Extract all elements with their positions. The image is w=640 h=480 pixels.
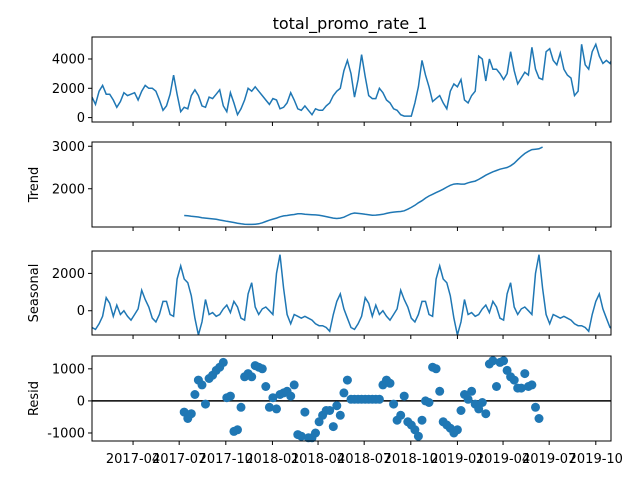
ytick-label-seasonal-0: 0 <box>77 304 85 319</box>
xtick-label-8: 2019-04 <box>476 452 530 467</box>
resid-point-55 <box>374 394 384 404</box>
resid-point-93 <box>509 375 519 385</box>
ytick-label-observed-0: 0 <box>77 111 85 126</box>
xtick-label-7: 2019-01 <box>430 452 484 467</box>
resid-point-16 <box>236 402 246 412</box>
resid-point-15 <box>233 425 242 435</box>
axes-frame-resid <box>91 355 612 442</box>
resid-point-66 <box>413 431 423 441</box>
resid-point-46 <box>342 375 352 385</box>
resid-point-67 <box>417 415 427 425</box>
resid-point-100 <box>534 414 544 423</box>
resid-point-34 <box>300 407 310 417</box>
resid-point-77 <box>452 425 462 435</box>
resid-point-41 <box>325 406 335 415</box>
resid-point-99 <box>531 402 540 412</box>
resid-point-43 <box>332 401 342 411</box>
xtick-label-5: 2018-07 <box>337 452 391 467</box>
xtick-label-0: 2017-04 <box>106 452 160 467</box>
ytick-label-resid-0: -1000 <box>47 426 85 441</box>
ytick-label-resid-2: 1000 <box>52 362 85 377</box>
resid-point-23 <box>261 382 271 391</box>
panel-resid: -100001000Resid2017-042017-072017-102018… <box>27 355 623 467</box>
ytick-label-observed-1: 2000 <box>52 82 85 97</box>
resid-point-37 <box>311 428 320 438</box>
resid-point-95 <box>516 383 526 393</box>
resid-point-88 <box>492 382 501 391</box>
resid-point-25 <box>268 393 278 403</box>
resid-point-22 <box>257 364 267 374</box>
axes-frame-seasonal <box>91 250 612 336</box>
ytick-label-observed-2: 4000 <box>52 52 85 67</box>
resid-point-33 <box>296 431 306 441</box>
resid-point-45 <box>339 388 349 398</box>
ytick-label-trend-1: 3000 <box>52 140 85 155</box>
axes-frame-observed <box>91 36 612 123</box>
panel-seasonal: 0 2000 Seasonal <box>27 250 612 339</box>
xtick-label-2: 2017-10 <box>199 452 253 467</box>
resid-point-84 <box>477 398 487 407</box>
resid-point-62 <box>399 391 409 401</box>
ylabel-seasonal: Seasonal <box>27 264 42 323</box>
ytick-label-seasonal-1: 2000 <box>52 267 85 282</box>
panel-trend: 2000 3000 Trend <box>27 140 612 231</box>
resid-point-11 <box>218 357 228 367</box>
resid-point-96 <box>520 369 530 379</box>
resid-point-80 <box>463 394 473 404</box>
resid-point-30 <box>286 391 296 401</box>
resid-point-5 <box>197 380 207 390</box>
resid-point-3 <box>190 390 200 399</box>
resid-point-98 <box>527 380 537 390</box>
resid-point-85 <box>481 409 491 419</box>
series-line-seasonal <box>92 254 611 335</box>
resid-point-42 <box>328 422 338 432</box>
ylabel-resid: Resid <box>27 381 42 416</box>
resid-point-78 <box>456 406 466 415</box>
xtick-label-10: 2019-10 <box>569 452 623 467</box>
xtick-label-6: 2018-10 <box>384 452 438 467</box>
resid-point-24 <box>264 402 274 412</box>
ytick-label-trend-0: 2000 <box>52 182 85 197</box>
xtick-label-1: 2017-07 <box>152 452 206 467</box>
resid-point-26 <box>272 404 281 414</box>
ytick-label-resid-1: 0 <box>77 394 85 409</box>
xtick-label-3: 2018-01 <box>245 452 299 467</box>
resid-point-81 <box>467 386 477 396</box>
resid-point-31 <box>289 380 299 390</box>
resid-point-19 <box>247 372 257 382</box>
resid-point-58 <box>385 378 395 388</box>
resid-point-69 <box>424 398 434 407</box>
xtick-label-9: 2019-07 <box>522 452 576 467</box>
resid-point-61 <box>396 410 406 420</box>
xtick-label-4: 2018-04 <box>291 452 345 467</box>
resid-point-6 <box>201 399 210 409</box>
chart-title: total_promo_rate_1 <box>273 14 428 34</box>
resid-point-59 <box>389 399 399 409</box>
resid-point-2 <box>186 409 196 419</box>
resid-point-44 <box>335 410 345 420</box>
ylabel-trend: Trend <box>27 167 42 204</box>
resid-point-13 <box>225 391 235 401</box>
axes-frame-trend <box>91 141 612 228</box>
resid-point-90 <box>499 356 509 366</box>
series-line-observed <box>92 42 611 117</box>
panel-observed: 0 2000 4000 <box>52 36 612 126</box>
series-line-trend <box>184 146 543 226</box>
resid-point-71 <box>431 364 441 374</box>
resid-point-72 <box>435 386 445 396</box>
resid-point-87 <box>488 356 498 366</box>
panels: 0 2000 4000 2000 3000 Trend 0 2000 Seasonal -1000… <box>27 36 623 467</box>
